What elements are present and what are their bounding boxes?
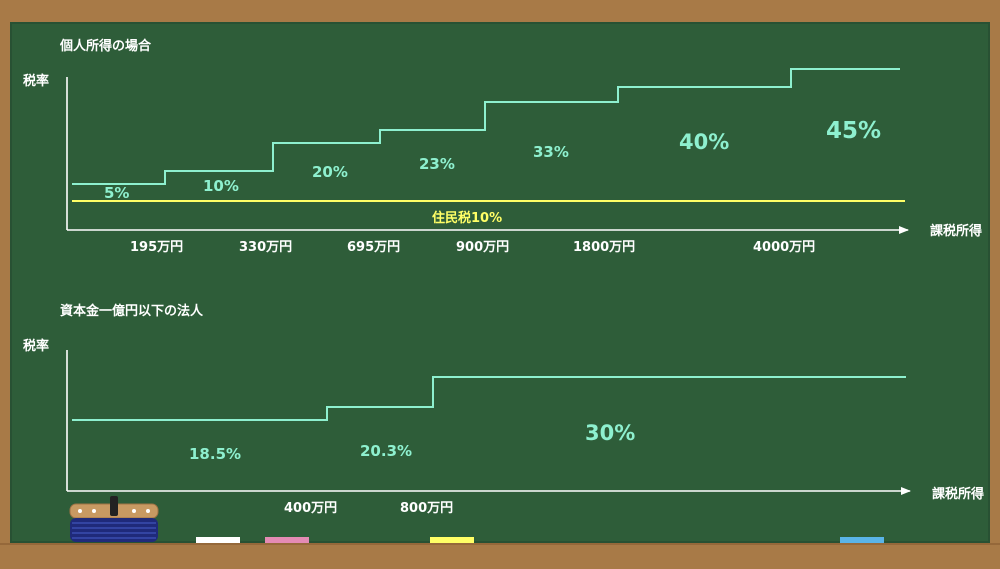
individual-rate-10: 10% — [203, 177, 239, 195]
local-tax-label: 住民税10% — [432, 211, 503, 226]
individual-chart-title: 個人所得の場合 — [60, 39, 152, 54]
corporate-tick-400: 400万円 — [284, 501, 338, 516]
individual-rate-23: 23% — [419, 155, 455, 173]
individual-rate-45: 45% — [826, 118, 882, 144]
bottom-rate-step-line — [72, 376, 906, 421]
corporate-y-axis-label: 税率 — [23, 339, 50, 354]
individual-tick-900: 900万円 — [456, 240, 510, 255]
blackboard-eraser — [69, 496, 159, 542]
pink-chalk — [265, 537, 309, 543]
individual-y-axis-label: 税率 — [23, 74, 50, 89]
corporate-rate-18-5: 18.5% — [189, 445, 242, 463]
corporate-rate-20-3: 20.3% — [360, 442, 413, 460]
blue-chalk — [840, 537, 884, 543]
individual-x-axis-label: 課税所得 — [930, 224, 983, 239]
individual-rate-5: 5% — [104, 184, 130, 202]
individual-tick-695: 695万円 — [347, 240, 401, 255]
blackboard — [10, 22, 990, 543]
individual-tick-1800: 1800万円 — [573, 240, 636, 255]
individual-tick-330: 330万円 — [239, 240, 293, 255]
individual-rate-40: 40% — [679, 130, 730, 154]
individual-rate-33: 33% — [533, 143, 569, 161]
yellow-chalk — [430, 537, 474, 543]
corporate-chart-title: 資本金一億円以下の法人 — [60, 304, 204, 319]
individual-rate-20: 20% — [312, 163, 348, 181]
chalk-ledge — [0, 543, 1000, 569]
top-rate-step-line — [72, 68, 900, 185]
individual-tick-195: 195万円 — [130, 240, 184, 255]
corporate-x-axis-label: 課税所得 — [932, 487, 985, 502]
individual-tick-4000: 4000万円 — [753, 240, 816, 255]
white-chalk — [196, 537, 240, 543]
corporate-rate-30: 30% — [585, 421, 636, 445]
corporate-tick-800: 800万円 — [400, 501, 454, 516]
